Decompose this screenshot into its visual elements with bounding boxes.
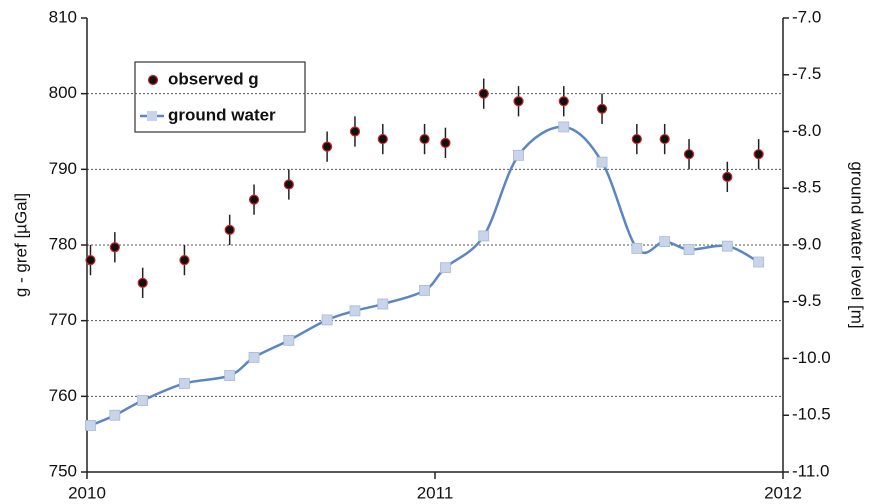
legend-label: observed g <box>168 69 259 88</box>
y-axis-label: g - gref [µGal] <box>11 193 30 297</box>
y2-axis-label: ground water level [m] <box>848 161 867 328</box>
marker <box>109 409 121 421</box>
legend-marker <box>147 111 157 121</box>
point <box>440 137 451 148</box>
point <box>224 224 235 235</box>
line <box>89 125 760 427</box>
marker <box>377 298 389 310</box>
marker <box>753 256 765 268</box>
x-tick-label: 2012 <box>764 483 802 502</box>
y-tick-label: 780 <box>49 234 77 253</box>
point <box>109 242 120 253</box>
marker <box>596 156 608 168</box>
point <box>179 255 190 266</box>
y2-tick-label: -10.0 <box>792 348 831 367</box>
legend-label: ground water <box>168 105 276 124</box>
marker <box>321 314 333 326</box>
point <box>513 96 524 107</box>
marker <box>349 305 361 317</box>
y2-tick-label: -10.5 <box>792 405 831 424</box>
y2-tick-label: -8.0 <box>792 121 821 140</box>
y2-tick-label: -9.5 <box>792 291 821 310</box>
y-tick-label: 800 <box>49 83 77 102</box>
y-tick-label: 770 <box>49 310 77 329</box>
point <box>322 141 333 152</box>
y-tick-label: 790 <box>49 159 77 178</box>
point <box>377 133 388 145</box>
point <box>248 194 260 205</box>
marker <box>248 351 260 363</box>
x-tick-label: 2011 <box>417 483 454 502</box>
marker <box>440 262 451 274</box>
marker <box>419 284 430 296</box>
point <box>349 126 361 137</box>
y-tick-label: 810 <box>49 7 77 26</box>
point <box>753 149 764 160</box>
point <box>659 133 670 145</box>
point <box>137 277 148 288</box>
marker <box>513 149 524 161</box>
marker <box>85 420 96 431</box>
point <box>558 96 569 107</box>
y2-tick-label: -7.5 <box>792 64 821 83</box>
marker <box>283 334 295 346</box>
point <box>478 88 489 99</box>
y2-tick-label: -9.0 <box>792 234 821 253</box>
marker <box>659 236 671 247</box>
y2-tick-label: -8.5 <box>792 178 821 197</box>
marker <box>683 244 695 255</box>
y2-tick-label: -7.0 <box>792 7 821 26</box>
marker <box>721 240 733 252</box>
point <box>683 149 695 160</box>
point <box>283 179 294 190</box>
marker <box>179 378 190 389</box>
marker <box>558 121 570 133</box>
point <box>722 171 733 182</box>
legend-box <box>134 61 306 133</box>
y2-tick-label: -11.0 <box>792 461 830 480</box>
point <box>631 133 642 145</box>
point <box>419 133 430 145</box>
marker <box>478 230 490 242</box>
legend-marker <box>147 74 159 86</box>
marker <box>224 370 236 381</box>
y-tick-label: 760 <box>49 386 77 405</box>
marker <box>631 243 643 254</box>
point <box>85 255 96 266</box>
x-tick-label: 2010 <box>68 483 106 502</box>
marker <box>137 395 149 406</box>
point <box>596 103 608 114</box>
y-tick-label: 750 <box>49 461 77 480</box>
